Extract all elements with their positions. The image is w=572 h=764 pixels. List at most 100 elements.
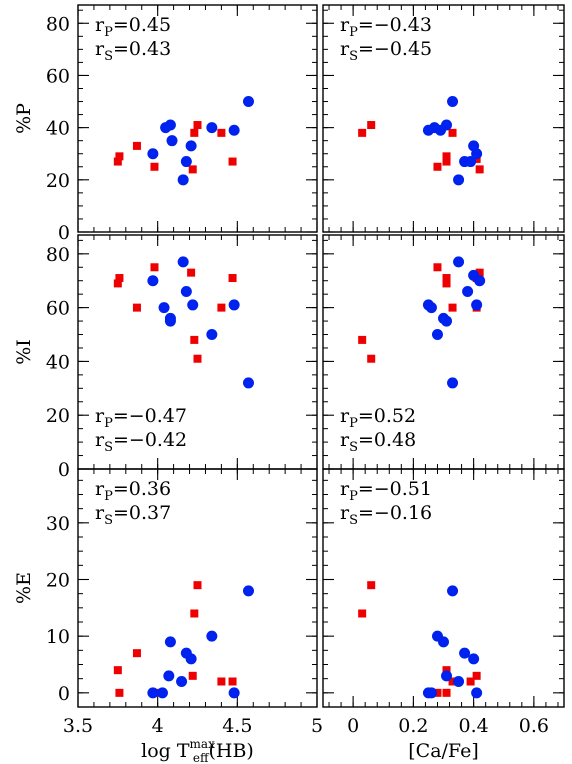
- panel-frame: [322, 468, 565, 708]
- data-point-square: [448, 677, 457, 686]
- data-point-square: [115, 152, 124, 161]
- data-point-circle: [166, 135, 178, 147]
- annotation-rs: rS=0.48: [340, 429, 416, 455]
- data-point-square: [190, 128, 199, 137]
- data-point-circle: [459, 647, 471, 659]
- data-point-circle: [180, 156, 192, 168]
- data-point-square: [466, 677, 475, 686]
- data-point-circle: [206, 329, 218, 341]
- xtick-label: 5: [311, 715, 323, 737]
- data-point-circle: [228, 687, 240, 699]
- data-point-square: [475, 268, 484, 277]
- data-point-square: [433, 688, 442, 697]
- data-point-circle: [425, 302, 437, 314]
- data-point-circle: [441, 670, 453, 682]
- ytick-label: 0: [58, 459, 70, 481]
- ytick-label: 10: [46, 626, 70, 648]
- ytick-label: 40: [46, 351, 70, 373]
- xtick-label: 4.5: [222, 715, 252, 737]
- annotation-rp: rP=0.45: [95, 14, 171, 40]
- ytick-label: 30: [46, 513, 70, 535]
- data-point-square: [472, 671, 481, 680]
- xtick-label: 0.6: [519, 715, 549, 737]
- ytick-label: 0: [58, 683, 70, 705]
- data-point-square: [193, 121, 202, 130]
- xtick-label: 0.2: [398, 715, 428, 737]
- ytick-label: 0: [58, 222, 70, 244]
- data-point-circle: [425, 687, 437, 699]
- data-point-square: [228, 677, 237, 686]
- data-point-square: [475, 165, 484, 174]
- data-point-circle: [206, 630, 218, 642]
- data-point-square: [217, 303, 226, 312]
- xtick-label: 3.5: [63, 715, 93, 737]
- ytick-label: 60: [46, 65, 70, 87]
- data-point-circle: [176, 676, 188, 687]
- data-point-circle: [471, 299, 483, 311]
- data-point-circle: [453, 174, 465, 186]
- ylabel: %E: [13, 572, 35, 604]
- data-point-circle: [447, 96, 459, 108]
- data-point-square: [228, 157, 237, 166]
- data-point-square: [228, 274, 237, 283]
- annotation-rs: rS=−0.16: [340, 502, 432, 528]
- data-point-circle: [147, 275, 159, 287]
- data-point-circle: [177, 256, 189, 268]
- ytick-label: 80: [46, 13, 70, 35]
- data-point-circle: [228, 124, 240, 136]
- panel-frame: [322, 4, 565, 233]
- data-point-square: [448, 303, 457, 312]
- data-point-circle: [468, 653, 480, 665]
- data-point-square: [188, 671, 197, 680]
- data-point-square: [367, 581, 376, 590]
- data-point-square: [187, 268, 196, 277]
- ylabel: %I: [13, 339, 35, 365]
- data-point-square: [115, 688, 124, 697]
- data-point-square: [442, 152, 451, 161]
- data-point-square: [188, 165, 197, 174]
- data-point-square: [193, 354, 202, 363]
- data-point-square: [132, 303, 141, 312]
- panel-frame: [77, 468, 318, 708]
- data-point-square: [358, 128, 367, 137]
- data-point-square: [217, 677, 226, 686]
- xlabel: log Tmax eff(HB): [141, 737, 254, 764]
- annotation-rp: rP=0.52: [340, 405, 416, 431]
- data-point-circle: [474, 275, 486, 287]
- annotation-rp: rP=−0.47: [95, 405, 187, 431]
- data-point-square: [193, 581, 202, 590]
- data-point-square: [367, 354, 376, 363]
- data-point-circle: [187, 299, 199, 311]
- ylabel: %P: [13, 103, 35, 134]
- data-point-circle: [242, 377, 254, 389]
- panel-E-vs-logT: 0 10 20 30 3.5 4 4.5 5 %E log Tmax eff(HB) rP=0.36r…: [13, 468, 323, 764]
- data-point-square: [113, 666, 122, 675]
- data-point-circle: [163, 670, 175, 682]
- data-point-square: [113, 279, 122, 288]
- data-point-square: [448, 128, 457, 137]
- xlabel: [Ca/Fe]: [408, 740, 478, 762]
- annotation-rs: rS=−0.42: [95, 429, 187, 455]
- data-point-square: [442, 666, 451, 675]
- data-point-circle: [228, 299, 240, 311]
- panel-frame: [77, 4, 318, 233]
- ytick-label: 20: [46, 405, 70, 427]
- ytick-label: 20: [46, 170, 70, 192]
- data-point-square: [442, 279, 451, 288]
- xtick-label: 0: [347, 715, 359, 737]
- data-point-circle: [156, 687, 168, 699]
- ytick-label: 60: [46, 298, 70, 320]
- data-point-circle: [453, 676, 465, 687]
- data-point-circle: [158, 302, 170, 314]
- data-point-square: [113, 157, 122, 166]
- data-point-circle: [441, 315, 453, 327]
- data-point-square: [442, 274, 451, 283]
- data-point-circle: [441, 119, 453, 131]
- data-point-square: [433, 162, 442, 171]
- data-point-circle: [471, 687, 483, 699]
- xtick-label: 0.4: [459, 715, 489, 737]
